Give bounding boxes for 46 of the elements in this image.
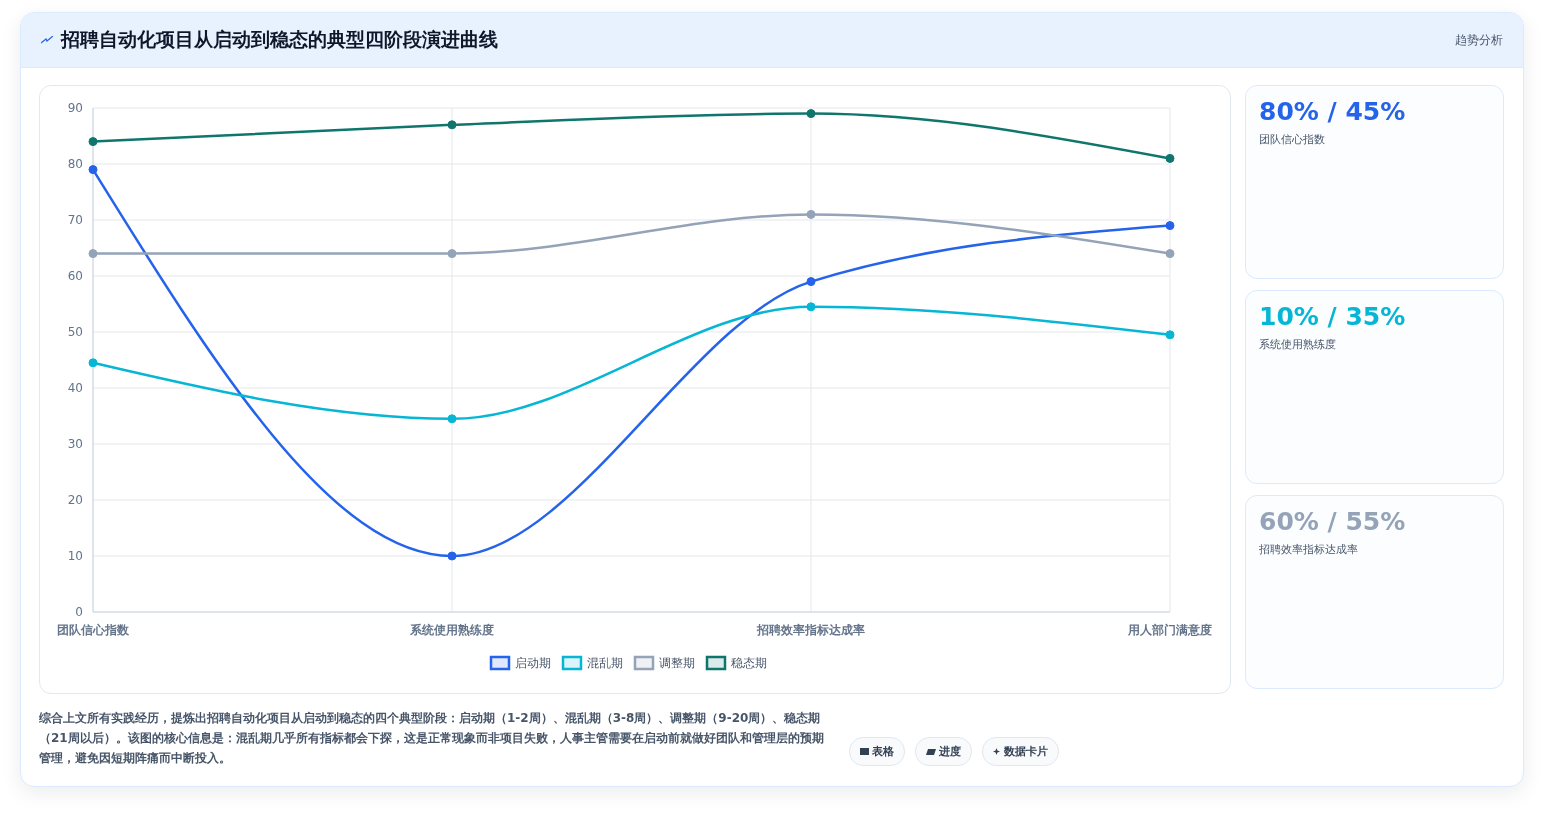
point bbox=[1165, 153, 1175, 163]
point bbox=[1165, 330, 1175, 340]
y-tick-label: 10 bbox=[67, 549, 83, 564]
legend-label: 调整期 bbox=[659, 656, 695, 671]
point bbox=[88, 249, 98, 259]
y-tick-label: 60 bbox=[67, 269, 83, 284]
point bbox=[447, 551, 457, 561]
text: 综合上文所有实践经历，提炼出招聘自动化项目从启动到稳态的四个典型阶段：启动期（1-2周）、混乱期（3-8周）、调整期（9-20周）、稳态期（21周以后）。该图的核心信息是：混乱期几乎所有指标都会下探，这是正常现象而非项目失败，人事主管需要在启动前就做好团队和管理层的预期管理，避免因短期阵痛而中断投入。 bbox=[39, 710, 825, 767]
legend-label: 混乱期 bbox=[587, 656, 623, 671]
text: 团队信心指数 bbox=[1259, 132, 1326, 147]
legend-label: 稳态期 bbox=[731, 656, 767, 671]
point bbox=[806, 109, 816, 119]
point bbox=[1165, 249, 1175, 259]
text: 进度 bbox=[915, 737, 972, 766]
y-tick-label: 40 bbox=[67, 381, 83, 396]
chart-title: 招聘自动化项目从启动到稳态的典型四阶段演进曲线 bbox=[61, 27, 498, 52]
point bbox=[1165, 221, 1175, 231]
point bbox=[88, 165, 98, 175]
x-tick-label: 用人部门满意度 bbox=[1127, 623, 1212, 637]
x-tick-label: 招聘效率指标达成率 bbox=[756, 623, 865, 637]
text: 招聘效率指标达成率 bbox=[1259, 542, 1359, 557]
point bbox=[447, 249, 457, 259]
point bbox=[88, 358, 98, 368]
point bbox=[88, 137, 98, 147]
legend-label: 启动期 bbox=[515, 656, 551, 671]
point bbox=[447, 414, 457, 424]
text: 10% / 35% bbox=[1259, 301, 1407, 333]
y-tick-label: 80 bbox=[67, 157, 83, 172]
x-tick-label: 团队信心指数 bbox=[57, 623, 130, 637]
y-tick-label: 50 bbox=[67, 325, 83, 340]
y-tick-label: 70 bbox=[67, 213, 83, 228]
text: 数据卡片 bbox=[982, 737, 1059, 766]
chart-title: 趋势分析 bbox=[1455, 32, 1503, 47]
point bbox=[447, 120, 457, 130]
text: 表格 bbox=[849, 737, 905, 766]
point bbox=[806, 277, 816, 287]
y-tick-label: 0 bbox=[75, 605, 83, 620]
y-tick-label: 20 bbox=[67, 493, 83, 508]
y-tick-label: 90 bbox=[67, 101, 83, 116]
text: 60% / 55% bbox=[1259, 506, 1407, 538]
point bbox=[806, 209, 816, 219]
text: 系统使用熟练度 bbox=[1259, 337, 1337, 352]
text: 80% / 45% bbox=[1259, 96, 1407, 128]
point bbox=[806, 302, 816, 312]
y-tick-label: 30 bbox=[67, 437, 83, 452]
x-tick-label: 系统使用熟练度 bbox=[409, 623, 494, 637]
